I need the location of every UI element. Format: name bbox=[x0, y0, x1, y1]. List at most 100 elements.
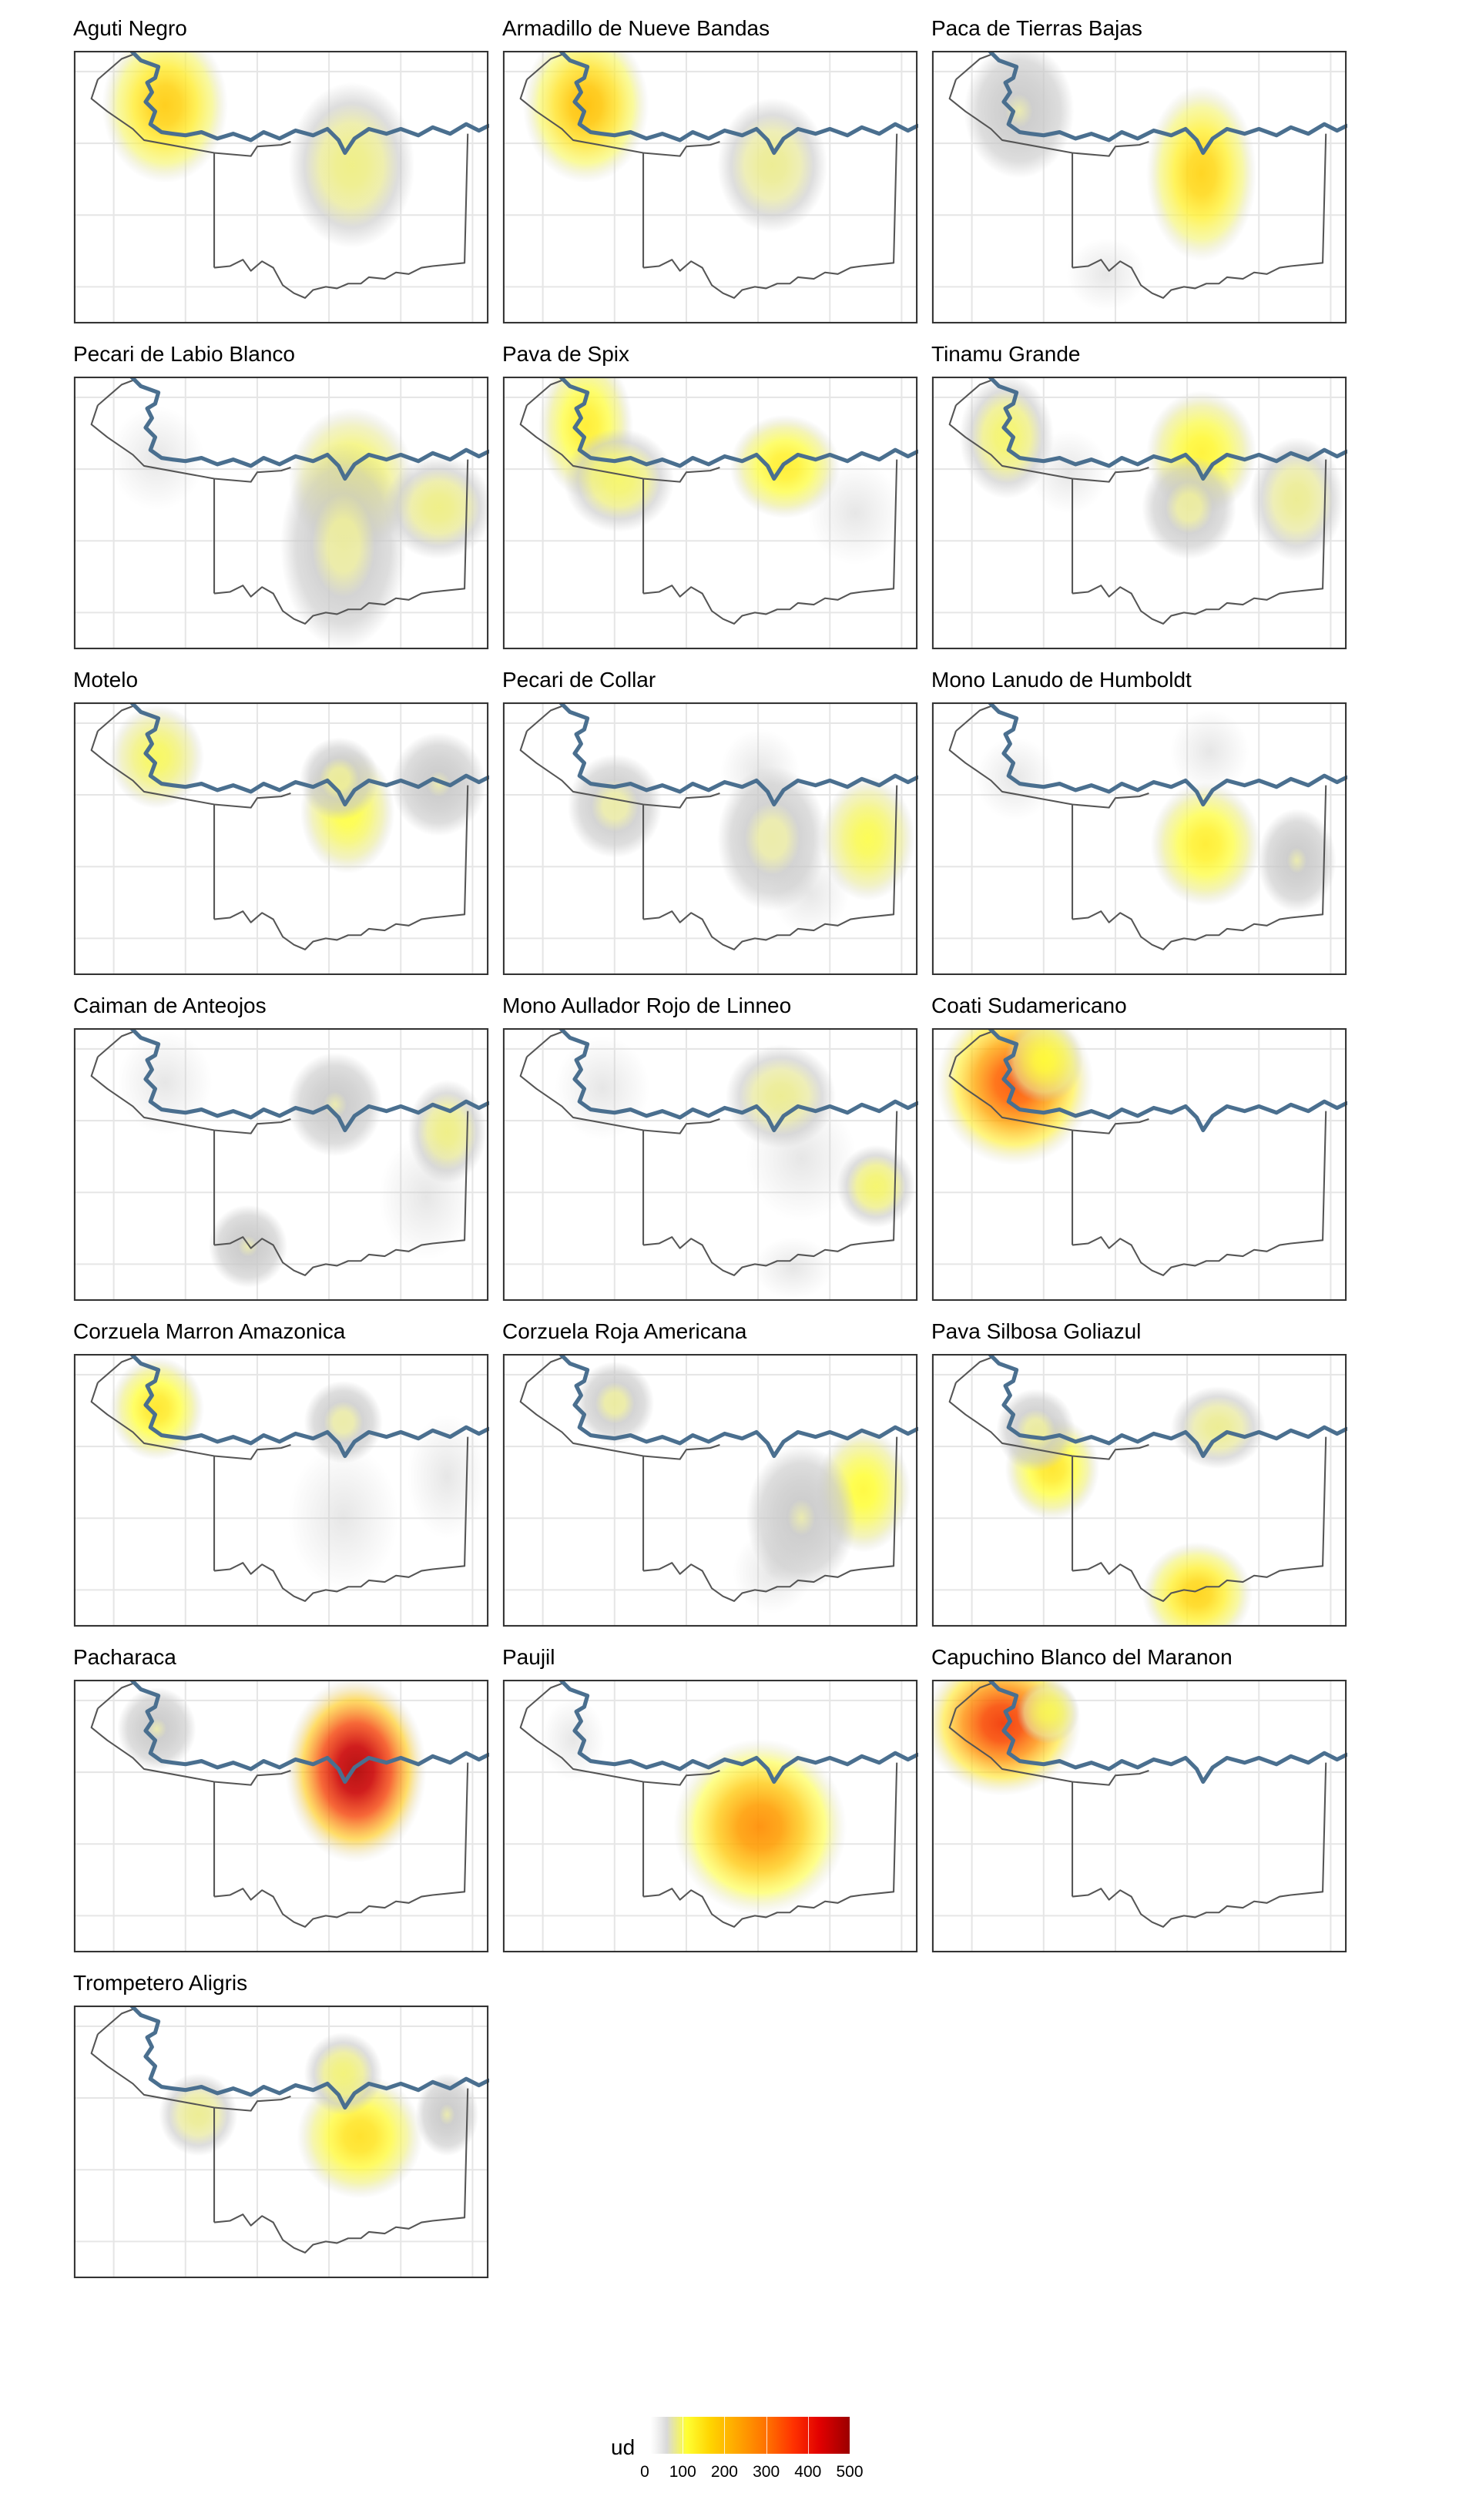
facet-title: Trompetero Aligris bbox=[73, 1971, 248, 1995]
panel-border bbox=[931, 1354, 1347, 1627]
facet-title: Corzuela Marron Amazonica bbox=[73, 1319, 346, 1343]
facet-panel: Armadillo de Nueve Bandas bbox=[502, 15, 918, 323]
facet-panel: Aguti Negro bbox=[73, 15, 489, 323]
legend-tick-label: 500 bbox=[836, 2463, 864, 2481]
density-hotspot bbox=[820, 776, 915, 901]
legend-color-bar bbox=[651, 2417, 850, 2454]
density-hotspot bbox=[673, 1738, 847, 1915]
facet-panel: Corzuela Roja Americana bbox=[502, 1319, 918, 1627]
density-hotspot bbox=[575, 1361, 655, 1445]
legend-tick-label: 0 bbox=[640, 2463, 649, 2481]
density-hotspot bbox=[280, 441, 407, 649]
density-hotspot bbox=[208, 1205, 288, 1288]
facet-title: Coati Sudamericano bbox=[931, 994, 1127, 1017]
facet-title: Motelo bbox=[73, 668, 139, 692]
facet-map bbox=[502, 1028, 918, 1301]
facet-map bbox=[73, 702, 489, 975]
river-line bbox=[987, 377, 1347, 481]
facet-map bbox=[502, 51, 918, 323]
density-hotspot bbox=[1142, 455, 1236, 560]
district-boundary bbox=[90, 1356, 469, 1602]
district-boundary bbox=[948, 705, 1327, 950]
density-hotspot bbox=[746, 1097, 857, 1221]
density-hotspot bbox=[383, 455, 489, 560]
river-line bbox=[987, 1028, 1347, 1133]
panel-border bbox=[502, 1028, 918, 1301]
district-boundary bbox=[948, 379, 1327, 625]
facet-map bbox=[931, 1354, 1347, 1627]
panel-border bbox=[502, 51, 918, 323]
facet-map bbox=[931, 702, 1347, 975]
facet-panel: Pacharaca bbox=[73, 1644, 489, 1952]
density-hotspot bbox=[304, 1380, 383, 1464]
river-line bbox=[558, 1680, 918, 1784]
facet-panel: Coati Sudamericano bbox=[931, 993, 1347, 1301]
legend-tick-label: 400 bbox=[794, 2463, 822, 2481]
district-boundary bbox=[519, 1682, 898, 1928]
panel-border bbox=[931, 377, 1347, 649]
district-boundary bbox=[90, 1030, 469, 1276]
facet-title: Capuchino Blanco del Maranon bbox=[931, 1645, 1233, 1669]
panel-border bbox=[73, 1028, 489, 1301]
facet-title: Aguti Negro bbox=[73, 16, 187, 40]
density-hotspot bbox=[300, 737, 379, 820]
density-hotspot bbox=[996, 1389, 1075, 1472]
facet-panel: Pava de Spix bbox=[502, 341, 918, 649]
facet-panel: Capuchino Blanco del Maranon bbox=[931, 1644, 1347, 1952]
river-line bbox=[129, 51, 489, 156]
facet-title: Pava de Spix bbox=[502, 342, 629, 366]
district-boundary bbox=[90, 379, 469, 625]
density-hotspot bbox=[1249, 437, 1344, 562]
facet-map bbox=[931, 1680, 1347, 1952]
density-hotspot bbox=[1170, 1386, 1266, 1469]
facet-panel: Pecari de Labio Blanco bbox=[73, 341, 489, 649]
panel-border bbox=[73, 1354, 489, 1627]
river-line bbox=[987, 51, 1347, 156]
river-line bbox=[987, 1680, 1347, 1784]
density-hotspot bbox=[1066, 238, 1146, 311]
panel-border bbox=[931, 702, 1347, 975]
legend-tick-mark bbox=[724, 2417, 726, 2454]
legend-tick-mark bbox=[807, 2417, 809, 2454]
river-line bbox=[129, 702, 489, 807]
density-hotspot bbox=[288, 82, 415, 249]
panel-border bbox=[73, 51, 489, 323]
density-hotspot bbox=[1257, 809, 1337, 913]
facet-panel: Corzuela Marron Amazonica bbox=[73, 1319, 489, 1627]
district-boundary bbox=[90, 705, 469, 950]
facet-panel: Pecari de Collar bbox=[502, 667, 918, 975]
density-hotspot bbox=[1170, 709, 1249, 793]
facet-panel: Pava Silbosa Goliazul bbox=[931, 1319, 1347, 1627]
density-hotspot bbox=[567, 754, 662, 858]
facet-map bbox=[73, 1028, 489, 1301]
density-hotspot bbox=[770, 851, 850, 935]
facet-panel: Mono Aullador Rojo de Linneo bbox=[502, 993, 918, 1301]
density-hotspot bbox=[717, 98, 828, 233]
density-hotspot bbox=[964, 51, 1075, 179]
facet-title: Caiman de Anteojos bbox=[73, 994, 267, 1017]
facet-map bbox=[73, 2006, 489, 2278]
density-hotspot bbox=[415, 2073, 479, 2156]
district-boundary bbox=[519, 379, 898, 625]
facet-panel: Tinamu Grande bbox=[931, 341, 1347, 649]
density-hotspot bbox=[287, 1052, 383, 1157]
density-hotspot bbox=[391, 732, 486, 836]
facet-title: Pacharaca bbox=[73, 1645, 176, 1669]
facet-map bbox=[73, 1680, 489, 1952]
river-line bbox=[129, 1028, 489, 1133]
facet-title: Corzuela Roja Americana bbox=[502, 1319, 747, 1343]
district-boundary bbox=[948, 1682, 1327, 1928]
panel-border bbox=[73, 2006, 489, 2278]
river-line bbox=[558, 377, 918, 481]
river-line bbox=[129, 2006, 489, 2110]
facet-title: Paca de Tierras Bajas bbox=[931, 16, 1142, 40]
facet-map bbox=[73, 51, 489, 323]
density-hotspot bbox=[720, 729, 800, 813]
density-hotspot bbox=[1029, 431, 1109, 514]
facet-title: Mono Lanudo de Humboldt bbox=[931, 668, 1192, 692]
panel-border bbox=[502, 1680, 918, 1952]
density-hotspot bbox=[808, 461, 903, 565]
density-hotspot bbox=[733, 1530, 812, 1614]
density-hotspot bbox=[1142, 1542, 1253, 1627]
density-hotspot bbox=[1016, 1681, 1080, 1744]
